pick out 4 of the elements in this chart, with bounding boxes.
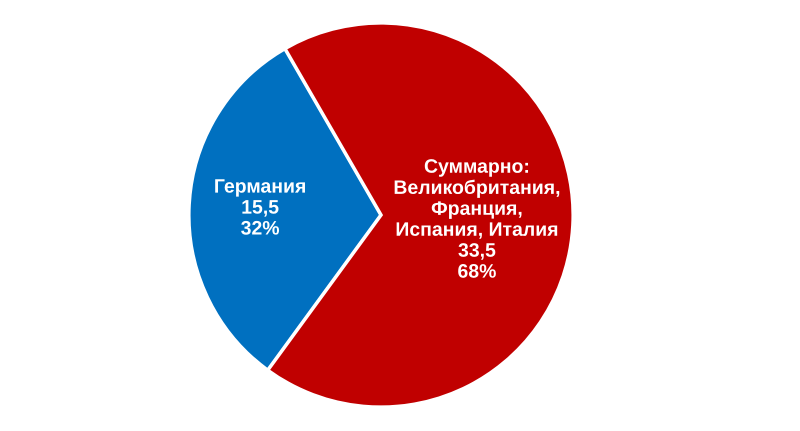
data-label: 15,5 32% <box>241 200 280 235</box>
slice-label: Германия <box>215 179 305 197</box>
data-label: 33,5 68% <box>458 243 496 278</box>
slice-label: Суммарно: Великобритания, Франция, Испания, Италия <box>394 159 560 239</box>
